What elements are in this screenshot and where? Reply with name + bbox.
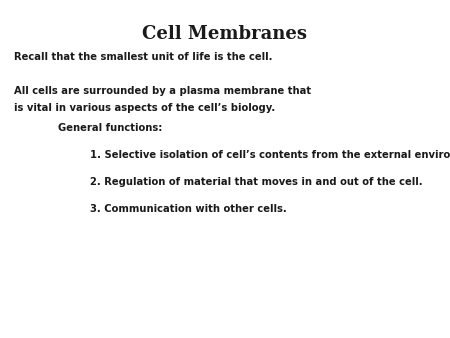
- Text: 2. Regulation of material that moves in and out of the cell.: 2. Regulation of material that moves in …: [90, 177, 423, 188]
- Text: Cell Membranes: Cell Membranes: [143, 25, 307, 43]
- Text: 1. Selective isolation of cell’s contents from the external environment.: 1. Selective isolation of cell’s content…: [90, 150, 450, 161]
- Text: Recall that the smallest unit of life is the cell.: Recall that the smallest unit of life is…: [14, 52, 272, 63]
- Text: General functions:: General functions:: [58, 123, 163, 134]
- Text: is vital in various aspects of the cell’s biology.: is vital in various aspects of the cell’…: [14, 103, 275, 113]
- Text: All cells are surrounded by a plasma membrane that: All cells are surrounded by a plasma mem…: [14, 86, 310, 96]
- Text: 3. Communication with other cells.: 3. Communication with other cells.: [90, 204, 287, 215]
